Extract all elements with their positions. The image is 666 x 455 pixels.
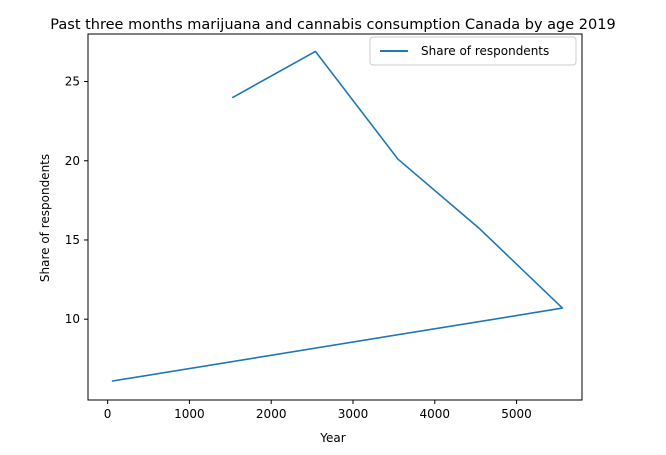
plot-area [111, 50, 564, 382]
chart-title: Past three months marijuana and cannabis… [50, 17, 615, 33]
legend-entry: Share of respondents [421, 44, 549, 58]
x-tick-label: 4000 [420, 407, 451, 421]
y-tick-label: 15 [65, 233, 80, 247]
legend: Share of respondents [369, 36, 577, 66]
legend-box [369, 36, 577, 66]
y-axis-title: Share of respondents [38, 154, 52, 282]
x-tick-label: 2000 [256, 407, 287, 421]
x-axis-title: Year [319, 431, 345, 445]
y-tick-label: 10 [65, 312, 80, 326]
x-tick-label: 5000 [501, 407, 532, 421]
y-tick-label: 25 [65, 75, 80, 89]
x-tick-label: 1000 [174, 407, 205, 421]
axes-frame [87, 33, 583, 401]
y-tick-label: 20 [65, 154, 80, 168]
series-line-0 [111, 50, 564, 382]
x-tick-label: 0 [104, 407, 112, 421]
x-tick-label: 3000 [338, 407, 369, 421]
axes: 0 1000 2000 3000 4000 5000 10 15 20 25 [65, 33, 583, 421]
